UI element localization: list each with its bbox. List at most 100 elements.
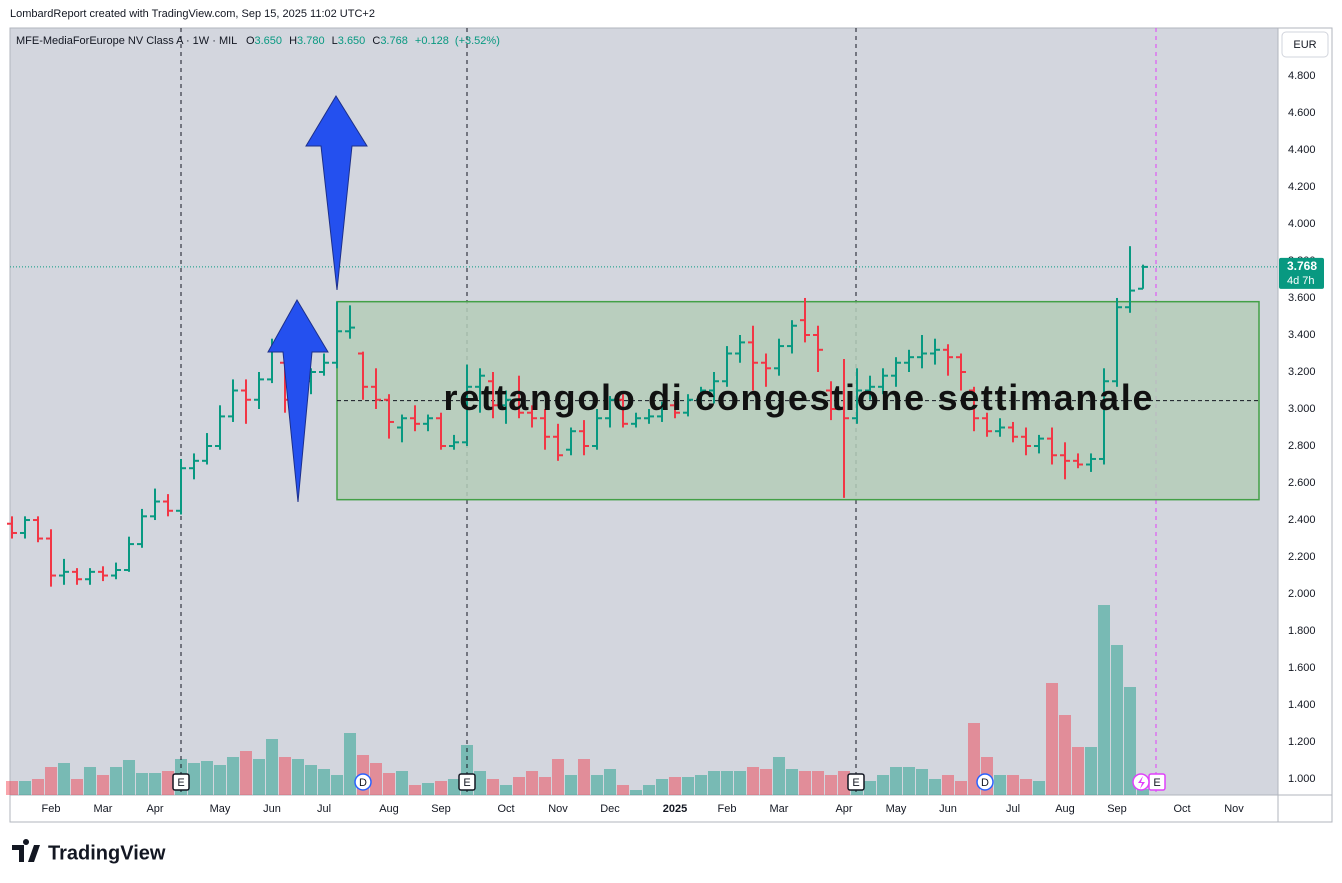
volume-bar [1059,715,1071,795]
volume-bar [630,790,642,795]
y-tick-label: 1.000 [1288,773,1316,785]
x-tick-label: Nov [1224,803,1244,815]
volume-bar [916,769,928,795]
x-tick-label: Oct [1173,803,1190,815]
x-tick-label: Sep [1107,803,1127,815]
currency-button[interactable] [1281,31,1329,58]
volume-bar [669,777,681,795]
arrows [267,95,368,503]
volume-bar [591,775,603,795]
brand: TradingView [48,842,166,864]
arrow-up [267,298,329,503]
volume-bar [643,785,655,795]
volume-bar [448,779,460,795]
legend-change: +0.128 [415,35,449,47]
legend-key: C [372,35,380,47]
logo-icon [12,839,40,862]
volume-bar [370,763,382,795]
volume-bar [825,775,837,795]
volume-bar [422,783,434,795]
x-tick-label: 2025 [663,803,687,815]
volume-bar [838,771,850,795]
volume-bar [84,767,96,795]
event-marker [976,773,994,791]
volume-bar [136,773,148,795]
event-label: E [1153,777,1160,789]
price-tag [1279,257,1324,289]
y-tick-label: 2.400 [1288,514,1316,526]
y-tick-label: 4.600 [1288,107,1316,119]
volume-bar [773,757,785,795]
price-tag-countdown: 4d 7h [1287,275,1315,287]
congestion-box [336,300,1260,501]
x-tick-label: Aug [1055,803,1075,815]
volume-bar [253,759,265,795]
legend-value: 3.780 [297,35,325,47]
volume-bar [396,771,408,795]
volume-bar [227,757,239,795]
volume-bar [578,759,590,795]
event-label: E [177,777,184,789]
y-tick-label: 4.800 [1288,70,1316,82]
volume-bar [149,773,161,795]
volume-bar [786,769,798,795]
volume-bar [331,775,343,795]
volume-bar [747,767,759,795]
volume-bar [110,767,122,795]
volume-bar [513,777,525,795]
volume-bar [1007,775,1019,795]
volume-bar [435,781,447,795]
volume-bar [318,769,330,795]
y-tick-label: 2.000 [1288,588,1316,600]
volume-bar [903,767,915,795]
annotation-layer [336,300,1260,501]
x-tick-label: Feb [718,803,737,815]
event-lines [10,28,1278,795]
volume-bar [1072,747,1084,795]
x-tick-label: Apr [835,803,852,815]
volume-bar [877,775,889,795]
volume-bar [890,767,902,795]
volume-bar [292,759,304,795]
chart-frame [9,27,1333,823]
volume-bar [188,763,200,795]
event-label: D [981,777,989,789]
volume-bar [526,771,538,795]
x-tick-label: Apr [146,803,163,815]
event-marker [172,773,190,791]
volume-layer [6,605,1149,795]
volume-bar [1020,779,1032,795]
legend-change-pct: (+3.52%) [455,35,500,47]
x-tick-label: Feb [42,803,61,815]
volume-bar [71,779,83,795]
y-tick-label: 2.200 [1288,551,1316,563]
volume-bar [942,775,954,795]
volume-bar [1111,645,1123,795]
volume-bar [162,771,174,795]
brand-logo: TradingView [12,839,166,864]
x-tick-label: Nov [548,803,568,815]
event-icon [1138,776,1145,789]
volume-bar [1046,683,1058,795]
y-tick-label: 3.200 [1288,366,1316,378]
volume-bar [97,775,109,795]
volume-bar [383,773,395,795]
volume-bar [799,771,811,795]
volume-bar [994,775,1006,795]
volume-bar [1033,781,1045,795]
legend-value: 3.768 [380,35,408,47]
volume-bar [968,723,980,795]
x-tick-label: Jun [939,803,957,815]
y-tick-label: 1.800 [1288,625,1316,637]
volume-bar [656,779,668,795]
event-marker [847,773,865,791]
legend-value: 3.650 [255,35,283,47]
volume-bar [682,777,694,795]
currency[interactable]: EUR [1293,39,1316,51]
volume-bar [812,771,824,795]
x-tick-label: Sep [431,803,451,815]
legend-key: O [246,35,255,47]
price-tag-value: 3.768 [1287,259,1317,273]
volume-bar [266,739,278,795]
